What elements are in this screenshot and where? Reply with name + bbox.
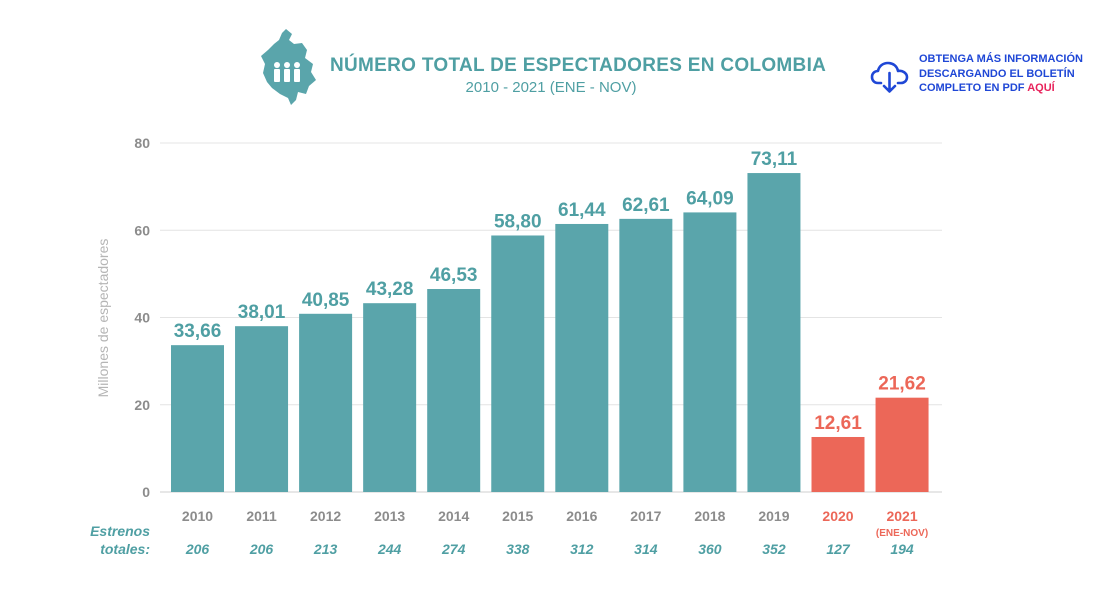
value-label-2020: 12,61 [814,413,862,434]
download-line-3: COMPLETO EN PDF AQUÍ [919,81,1083,96]
estrenos-count-2018: 360 [698,541,722,557]
y-axis-ticks: 0 20 40 60 80 [134,135,150,500]
year-label-2011: 2011 [246,508,277,524]
estrenos-row: Estrenos totales: 206 206 213 244 274 338 312 3… [90,523,914,557]
estrenos-count-2016: 312 [570,541,594,557]
y-tick-label: 40 [134,310,150,326]
estrenos-count-2019: 352 [762,541,786,557]
value-label-2013: 43,28 [366,279,414,300]
value-label-2016: 61,44 [558,200,606,221]
bar-2014 [427,289,481,492]
header: NÚMERO TOTAL DE ESPECTADORES EN COLOMBIA… [0,0,1100,110]
bar-2013 [363,303,417,492]
estrenos-count-2012: 213 [313,541,338,557]
year-label-2013: 2013 [374,508,405,524]
y-tick-label: 20 [134,397,150,413]
estrenos-label-line-1: Estrenos [90,523,150,539]
y-tick-label: 60 [134,222,150,238]
colombia-map-people-icon [261,29,316,105]
y-tick-label: 0 [142,484,150,500]
bar-2012 [299,313,353,492]
year-label-2017: 2017 [630,508,661,524]
estrenos-count-2015: 338 [506,541,530,557]
value-label-2015: 58,80 [494,211,542,232]
estrenos-count-2017: 314 [634,541,658,557]
bar-2018 [683,212,737,492]
year-label-2016: 2016 [566,508,597,524]
cloud-download-icon [870,61,909,93]
bar-2019 [747,173,801,493]
year-label-2019: 2019 [758,508,789,524]
year-label-2015: 2015 [502,508,533,524]
download-line-2: DESCARGANDO EL BOLETÍN [919,67,1075,80]
estrenos-count-2010: 206 [185,541,210,557]
download-line-3-prefix: COMPLETO EN PDF [919,82,1028,94]
estrenos-label-line-2: totales: [100,541,150,557]
value-label-2021: 21,62 [878,374,926,395]
estrenos-count-2014: 274 [441,541,466,557]
year-label-2018: 2018 [694,508,725,524]
value-label-2011: 38,01 [238,302,286,323]
value-label-2018: 64,09 [686,188,734,209]
bar-2011 [235,326,289,492]
y-tick-label: 80 [134,135,150,151]
bar-2016 [555,223,609,492]
year-label-2010: 2010 [182,508,213,524]
year-label-2021: 2021 [886,508,917,524]
estrenos-count-2013: 244 [377,541,402,557]
download-text[interactable]: OBTENGA MÁS INFORMACIÓN DESCARGANDO EL B… [919,52,1083,96]
year-label-2012: 2012 [310,508,341,524]
download-line-1: OBTENGA MÁS INFORMACIÓN [919,53,1083,65]
value-label-2014: 46,53 [430,265,478,286]
value-label-2017: 62,61 [622,195,670,216]
bar-2021 [875,397,929,492]
year-labels: 2010 2011 2012 2013 2014 2015 2016 2017 2018 2019… [182,508,928,539]
bar-2015 [491,235,545,493]
aqui-link[interactable]: AQUÍ [1027,82,1055,94]
download-bulletin-link[interactable]: OBTENGA MÁS INFORMACIÓN DESCARGANDO EL B… [870,52,1090,98]
estrenos-count-2020: 127 [826,541,851,557]
bars [171,173,929,493]
y-axis-label: Millones de espectadores [95,239,111,398]
year-label-2020: 2020 [822,508,853,524]
chart-subtitle: 2010 - 2021 (ENE - NOV) [465,79,637,96]
estrenos-count-2011: 206 [249,541,274,557]
grid-lines [160,142,942,493]
year-note-2021: (ENE-NOV) [876,528,928,539]
value-label-2012: 40,85 [302,290,350,311]
bar-2020 [811,436,865,492]
estrenos-count-2021: 194 [890,541,914,557]
bar-2010 [171,345,224,492]
bar-2017 [619,218,673,492]
chart-title: NÚMERO TOTAL DE ESPECTADORES EN COLOMBIA [330,55,827,76]
value-label-2019: 73,11 [751,149,798,170]
value-label-2010: 33,66 [174,321,222,342]
year-label-2014: 2014 [438,508,469,524]
value-labels: 33,66 38,01 40,85 43,28 46,53 58,80 61,44 62,61… [174,149,926,434]
